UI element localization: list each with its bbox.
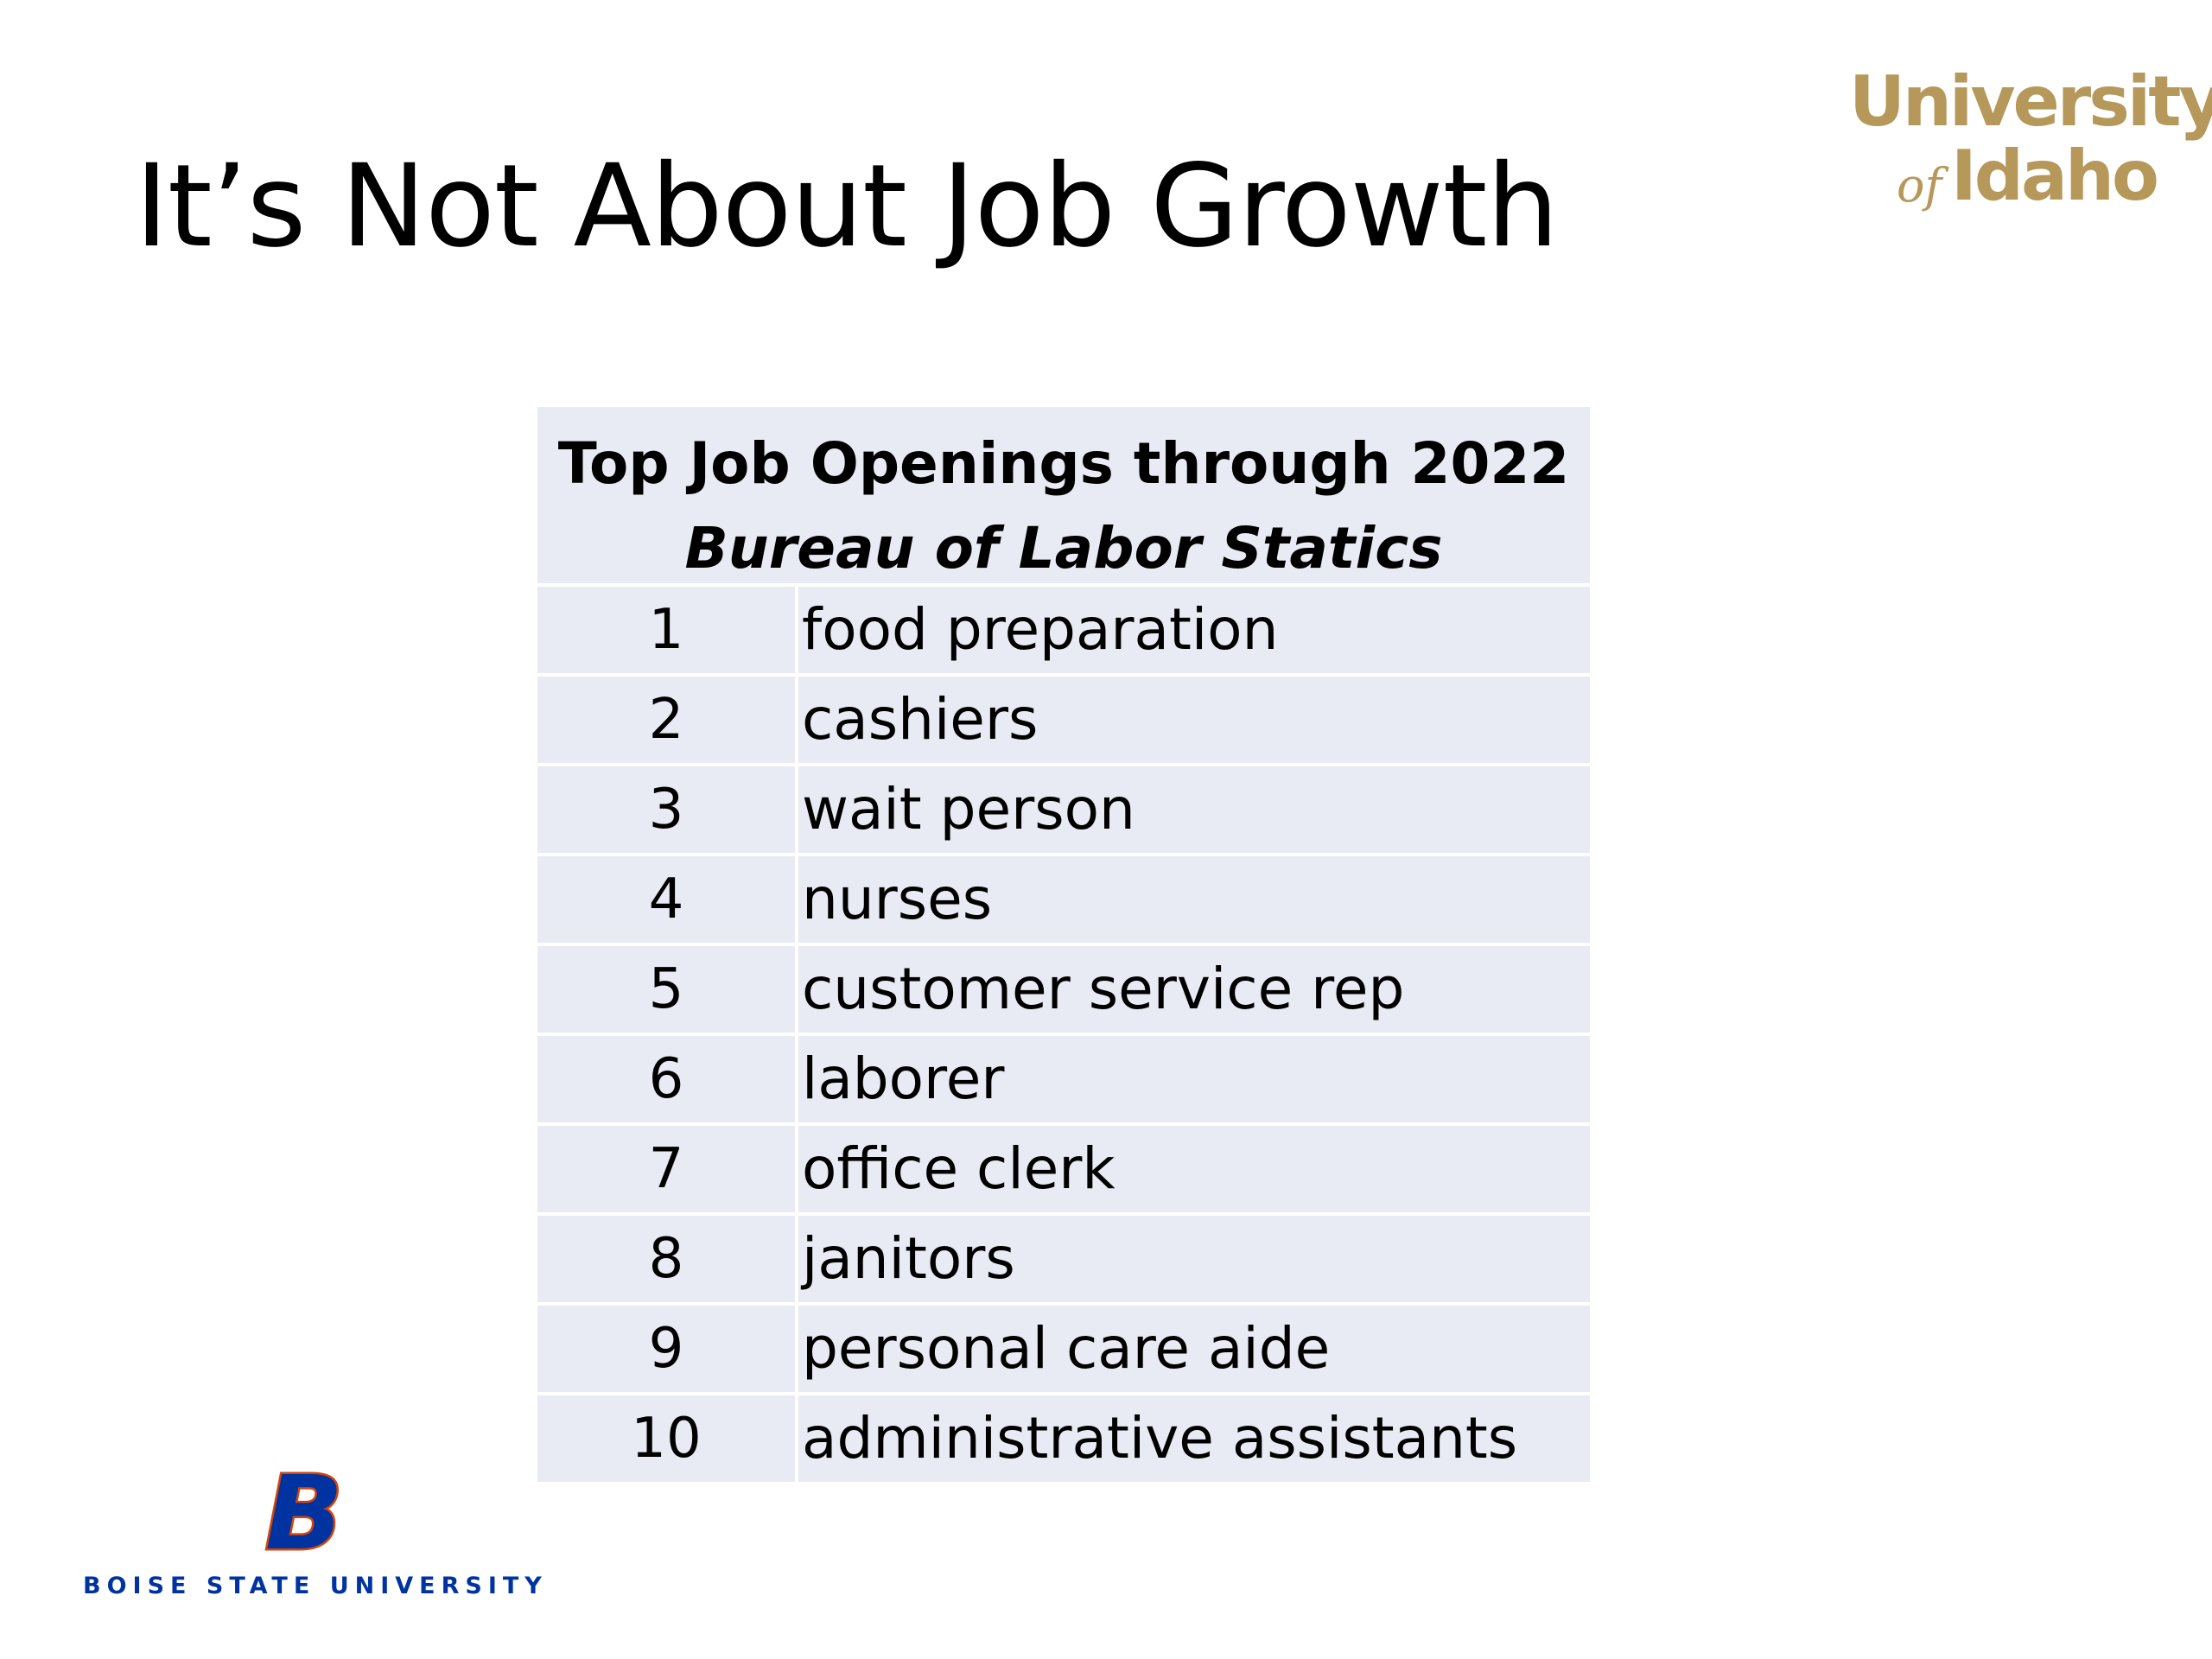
- row-rank: 9: [537, 1306, 798, 1392]
- row-rank: 10: [537, 1395, 798, 1482]
- row-rank: 1: [537, 587, 798, 673]
- row-job: janitors: [802, 1225, 1015, 1292]
- row-rank: 2: [537, 677, 798, 763]
- row-job: wait person: [802, 776, 1135, 842]
- row-rank: 4: [537, 856, 798, 943]
- university-of-idaho-logo: University of Idaho: [1849, 67, 2212, 223]
- bsu-wordmark: BOISE STATE UNIVERSITY: [83, 1573, 548, 1599]
- table-row: 7 office clerk: [537, 1126, 1590, 1216]
- table-header: Top Job Openings through 2022 Bureau of …: [537, 407, 1590, 587]
- table-row: 3 wait person: [537, 766, 1590, 856]
- slide-title: It’s Not About Job Growth: [135, 140, 1559, 273]
- row-rank: 5: [537, 946, 798, 1033]
- row-job: laborer: [802, 1046, 1005, 1112]
- table-row: 5 customer service rep: [537, 946, 1590, 1036]
- job-openings-table: Top Job Openings through 2022 Bureau of …: [537, 407, 1590, 1485]
- table-title: Top Job Openings through 2022: [557, 430, 1570, 497]
- row-job: customer service rep: [802, 956, 1405, 1022]
- row-job: office clerk: [802, 1135, 1116, 1202]
- table-row: 10 administrative assistants: [537, 1395, 1590, 1485]
- table-row: 9 personal care aide: [537, 1306, 1590, 1395]
- bsu-b-glyph: B: [265, 1469, 343, 1555]
- table-row: 8 janitors: [537, 1216, 1590, 1306]
- boise-state-logo: B BOISE STATE UNIVERSITY: [83, 1469, 542, 1607]
- table-row: 4 nurses: [537, 856, 1590, 946]
- table-row: 1 food preparation: [537, 587, 1590, 677]
- row-job: food preparation: [802, 596, 1279, 663]
- row-rank: 8: [537, 1216, 798, 1302]
- row-job: nurses: [802, 866, 993, 932]
- uidaho-logo-of: of: [1897, 158, 1942, 213]
- uidaho-logo-idaho: Idaho: [1951, 136, 2159, 216]
- row-rank: 6: [537, 1036, 798, 1122]
- table-subtitle: Bureau of Labor Statics: [684, 515, 1443, 582]
- uidaho-logo-university: University: [1849, 61, 2212, 142]
- row-rank: 3: [537, 766, 798, 853]
- row-rank: 7: [537, 1126, 798, 1212]
- row-job: personal care aide: [802, 1315, 1331, 1382]
- table-row: 2 cashiers: [537, 677, 1590, 766]
- bsu-b-monogram-icon: B: [264, 1469, 346, 1555]
- table-row: 6 laborer: [537, 1036, 1590, 1126]
- row-job: cashiers: [802, 686, 1039, 753]
- row-job: administrative assistants: [802, 1405, 1518, 1471]
